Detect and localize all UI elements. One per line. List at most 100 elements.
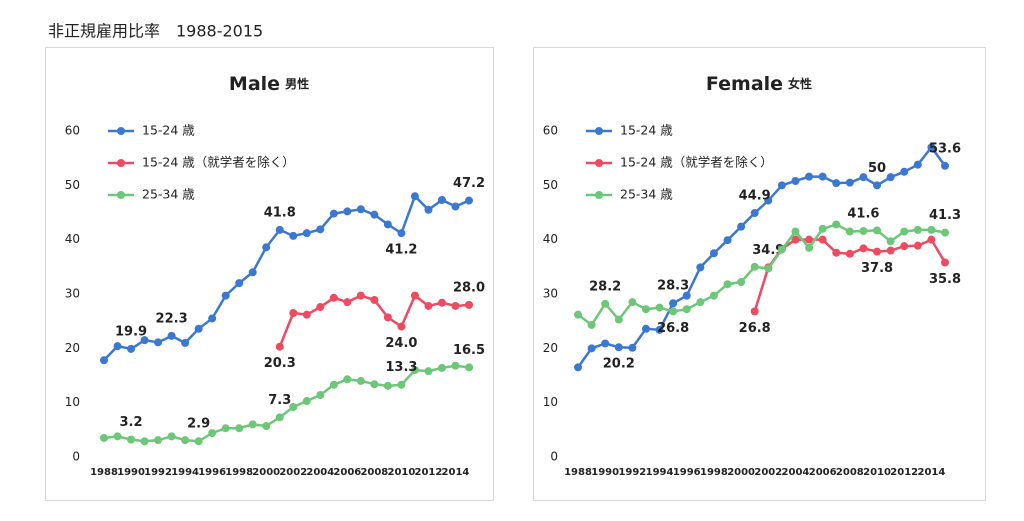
data-point <box>154 436 163 445</box>
data-point <box>397 322 406 331</box>
x-tick-label: 1994 <box>171 467 199 478</box>
data-label: 37.8 <box>861 261 893 276</box>
x-tick-label: 1998 <box>225 467 253 478</box>
legend-label: 25-34 歳 <box>142 187 195 202</box>
data-point <box>194 324 203 333</box>
data-point <box>832 179 841 188</box>
data-point <box>818 235 827 244</box>
data-point <box>628 343 637 352</box>
title-main: Male <box>229 73 280 95</box>
x-tick-label: 2006 <box>809 467 837 478</box>
data-label: 41.6 <box>847 206 879 221</box>
data-point <box>655 325 664 334</box>
data-point <box>696 298 705 307</box>
data-label: 53.6 <box>929 141 961 156</box>
data-point <box>941 258 949 267</box>
x-tick-label: 1996 <box>198 467 226 478</box>
data-point <box>465 300 473 309</box>
data-label: 34.9 <box>752 243 784 258</box>
data-point <box>289 309 298 318</box>
data-point <box>437 196 446 205</box>
data-point <box>641 305 650 314</box>
data-point <box>194 437 203 446</box>
data-point <box>913 160 922 169</box>
data-point <box>818 172 827 181</box>
data-point <box>900 167 909 176</box>
data-point <box>859 173 868 182</box>
data-point <box>140 437 149 446</box>
data-point <box>113 432 122 441</box>
legend-label: 25-34 歳 <box>620 187 673 202</box>
data-point <box>356 291 365 300</box>
x-tick-label: 2004 <box>782 467 810 478</box>
data-point <box>302 397 311 406</box>
data-point <box>316 391 325 400</box>
data-label: 13.3 <box>385 360 417 375</box>
data-label: 44.9 <box>739 189 771 204</box>
data-point <box>437 363 446 372</box>
legend-marker <box>117 127 125 135</box>
x-tick-label: 1994 <box>646 467 674 478</box>
data-point <box>587 344 596 353</box>
data-point <box>140 336 149 345</box>
data-point <box>886 246 895 255</box>
data-point <box>791 227 800 236</box>
x-tick-label: 2010 <box>387 467 415 478</box>
title-sub: 女性 <box>788 76 812 91</box>
data-point <box>873 181 882 190</box>
data-point <box>343 375 352 384</box>
data-point <box>750 307 759 316</box>
data-point <box>900 242 909 251</box>
data-point <box>873 247 882 256</box>
data-point <box>927 143 936 152</box>
data-point <box>927 235 936 244</box>
data-point <box>669 299 678 308</box>
data-point <box>410 291 419 300</box>
legend-marker <box>117 191 125 199</box>
data-point <box>628 298 637 307</box>
data-point <box>723 236 732 245</box>
data-point <box>574 363 582 372</box>
data-point <box>437 298 446 307</box>
data-point <box>356 376 365 385</box>
data-point <box>737 278 746 287</box>
data-point <box>859 244 868 253</box>
data-point <box>383 313 392 322</box>
data-point <box>221 424 230 433</box>
data-point <box>601 299 610 308</box>
data-point <box>275 342 284 351</box>
data-point <box>316 303 325 312</box>
y-tick-label: 10 <box>65 395 80 409</box>
x-tick-label: 2012 <box>415 467 443 478</box>
data-point <box>709 249 718 258</box>
data-label: 47.2 <box>453 176 485 191</box>
data-label: 28.2 <box>589 279 621 294</box>
x-tick-label: 2008 <box>360 467 388 478</box>
data-point <box>316 225 325 234</box>
data-point <box>696 263 705 272</box>
data-point <box>181 436 190 445</box>
data-point <box>154 338 163 347</box>
y-tick-label: 50 <box>65 178 80 192</box>
data-point <box>383 381 392 390</box>
data-point <box>614 343 623 352</box>
data-point <box>886 237 895 246</box>
y-tick-label: 0 <box>72 450 80 464</box>
data-point <box>777 245 786 254</box>
panel <box>533 47 986 501</box>
data-point <box>424 205 433 214</box>
data-point <box>845 249 854 258</box>
data-point <box>805 243 814 252</box>
data-point <box>682 305 691 314</box>
data-label: 2.9 <box>187 417 210 432</box>
data-point <box>329 293 338 302</box>
data-point <box>764 264 773 273</box>
x-tick-label: 1998 <box>700 467 728 478</box>
data-point <box>832 220 841 229</box>
x-tick-label: 2012 <box>890 467 918 478</box>
data-label: 28.0 <box>453 280 485 295</box>
data-point <box>370 295 379 304</box>
data-point <box>587 320 596 329</box>
y-tick-label: 40 <box>65 232 80 246</box>
legend-marker <box>117 159 125 167</box>
